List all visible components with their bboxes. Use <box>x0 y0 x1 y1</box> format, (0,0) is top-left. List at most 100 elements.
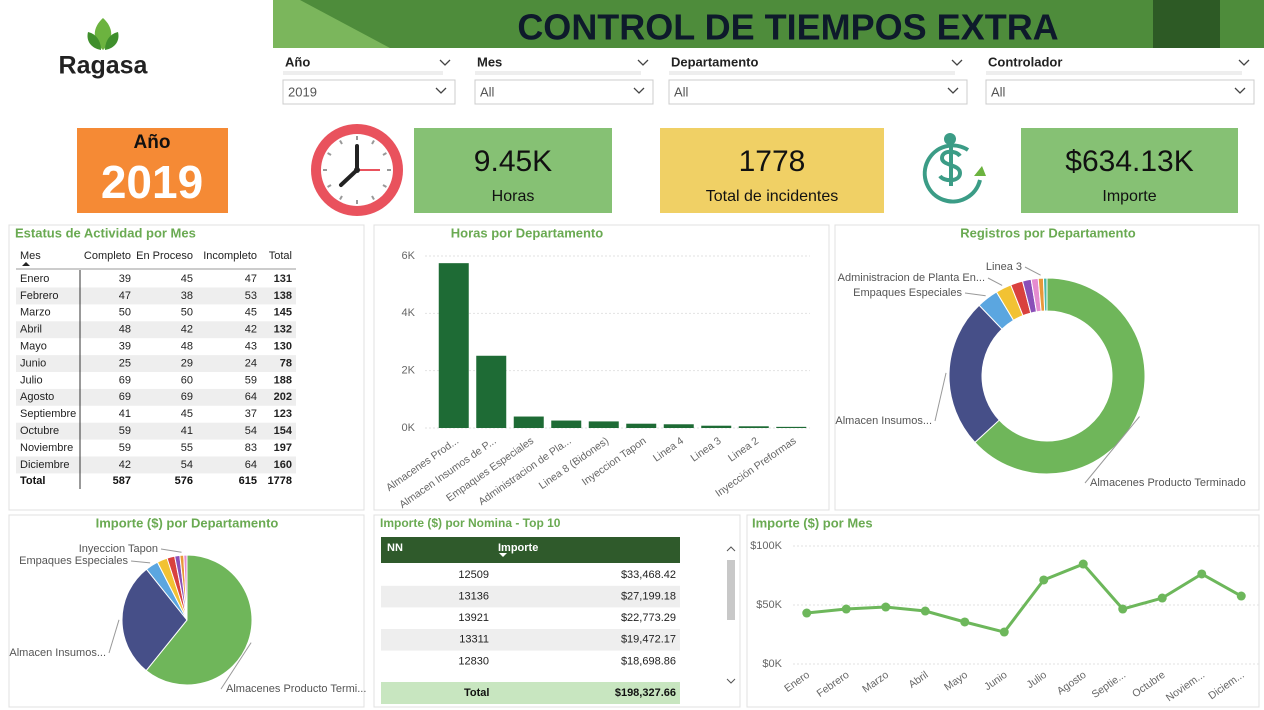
bar <box>701 425 732 428</box>
row-band <box>16 456 296 474</box>
clock-tick <box>371 140 375 145</box>
table-cell: 48 <box>181 341 193 353</box>
table-cell: 13311 <box>459 634 489 646</box>
banner <box>273 0 1264 48</box>
table-cell: 132 <box>274 324 292 336</box>
row-band <box>16 422 296 440</box>
filter-label: Año <box>285 54 310 69</box>
slice-label: Linea 3 <box>986 261 1022 273</box>
slice-label: Administracion de Planta En... <box>838 272 985 284</box>
column-header: NN <box>387 542 403 554</box>
chart-title: Importe ($) por Departamento <box>96 515 279 530</box>
bar <box>626 423 657 428</box>
slice <box>121 568 188 672</box>
year-card-value: 2019 <box>101 156 203 208</box>
clock-tick <box>339 140 343 145</box>
kpi-label: Horas <box>492 188 535 205</box>
bar <box>438 263 469 428</box>
filter-dropdown[interactable] <box>668 79 968 105</box>
total-cell: 1778 <box>268 475 292 487</box>
row-band <box>381 629 680 651</box>
scrollbar-thumb[interactable] <box>727 560 735 620</box>
table-cell: 130 <box>274 341 292 353</box>
kpi-card <box>1021 128 1238 213</box>
total-cell: Total <box>20 475 45 487</box>
line-marker <box>999 627 1009 637</box>
scroll-up[interactable] <box>726 546 736 552</box>
row-label: Mayo <box>20 341 47 353</box>
filter-value: All <box>674 84 689 99</box>
dropdown-chevron <box>947 87 959 94</box>
table-cell: 131 <box>274 273 292 285</box>
row-label: Agosto <box>20 391 54 403</box>
table-cell: 123 <box>274 408 292 420</box>
slice <box>183 554 188 621</box>
filter-dropdown[interactable] <box>985 79 1255 105</box>
table-cell: 42 <box>119 459 131 471</box>
table-cell: 69 <box>119 391 131 403</box>
row-label: Marzo <box>20 307 51 319</box>
table-cell: 42 <box>245 324 257 336</box>
table-cell: 160 <box>274 459 292 471</box>
leader-line <box>160 548 182 553</box>
total-cell: 587 <box>113 475 131 487</box>
table-cell: 64 <box>245 391 257 403</box>
clock-tick <box>382 152 387 156</box>
table-cell: 202 <box>274 391 292 403</box>
table-cell: 39 <box>119 341 131 353</box>
year-card-label: Año <box>134 132 171 153</box>
money-icon-x <box>944 133 956 145</box>
total-cell: 576 <box>175 475 193 487</box>
y-tick-label: 6K <box>402 250 416 262</box>
filter-divider <box>283 71 443 75</box>
table-cell: 50 <box>119 307 131 319</box>
kpi-label: Importe <box>1102 188 1156 205</box>
filter-chevron <box>439 59 451 66</box>
scroll-down[interactable] <box>726 678 736 684</box>
filter-chevron <box>637 59 649 66</box>
table-cell: $33,468.42 <box>621 569 676 581</box>
filter-dropdown[interactable] <box>474 79 654 105</box>
leader-line <box>220 642 252 690</box>
total-cell: 615 <box>239 475 257 487</box>
filter-label: Departamento <box>671 54 758 69</box>
line-marker <box>1078 559 1088 569</box>
table-cell: 145 <box>274 307 292 319</box>
line-marker <box>881 602 891 612</box>
table-cell: 45 <box>245 307 257 319</box>
money-icon-ring <box>922 143 982 204</box>
table-cell: 42 <box>181 324 193 336</box>
line-marker <box>1118 604 1128 614</box>
chart-title: Horas por Departamento <box>451 225 603 240</box>
clock-hand <box>339 168 359 187</box>
filter-dropdown[interactable] <box>282 79 456 105</box>
row-label: Octubre <box>20 425 59 437</box>
line-marker <box>960 617 970 627</box>
column-header: En Proceso <box>136 250 193 262</box>
money-icon-arrow <box>974 166 986 176</box>
table-cell: 37 <box>245 408 257 420</box>
table-cell: 38 <box>181 290 193 302</box>
sort-indicator <box>499 553 507 557</box>
table-cell: 197 <box>274 442 292 454</box>
table-cell: $18,698.86 <box>621 655 676 667</box>
line-marker <box>1197 569 1207 579</box>
table-cell: 54 <box>245 425 257 437</box>
table-cell: 41 <box>119 408 131 420</box>
row-band <box>16 287 296 305</box>
clock-tick <box>382 184 387 188</box>
table-cell: 59 <box>119 425 131 437</box>
total-band <box>381 682 680 704</box>
kpi-label: Total de incidentes <box>706 188 839 205</box>
filter-value: All <box>991 84 1006 99</box>
line-marker <box>920 606 930 616</box>
table-cell: 47 <box>245 273 257 285</box>
table-cell: 13921 <box>458 612 489 624</box>
row-band <box>16 321 296 339</box>
column-header: Mes <box>20 250 41 262</box>
line-marker <box>841 604 851 614</box>
row-label: Julio <box>20 374 43 386</box>
year-card <box>77 128 228 213</box>
dropdown-chevron <box>1234 87 1246 94</box>
